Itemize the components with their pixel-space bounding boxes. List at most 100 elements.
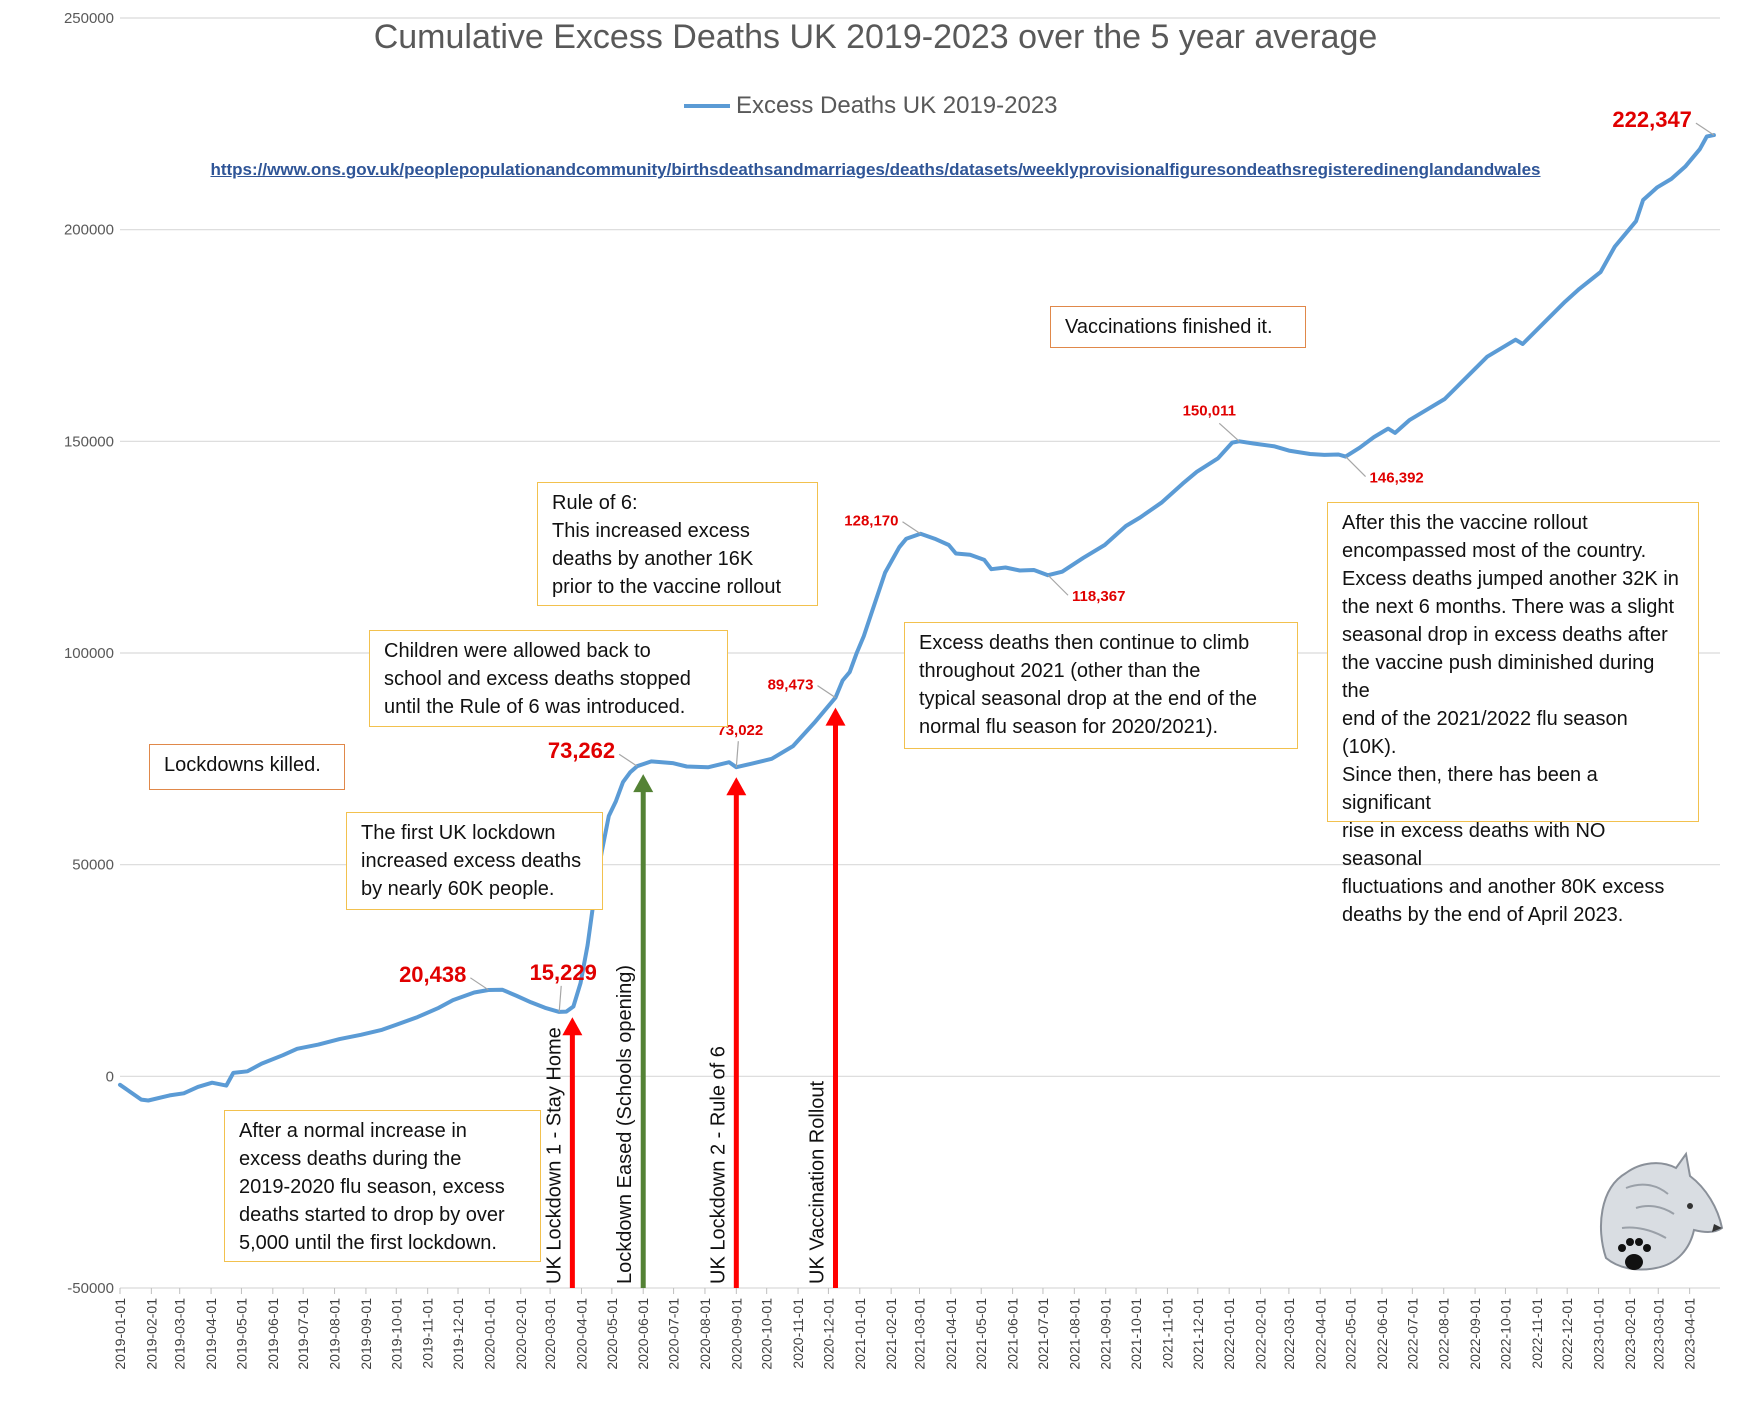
- x-tick-label: 2021-11-01: [1159, 1298, 1175, 1369]
- x-tick-label: 2022-01-01: [1221, 1298, 1237, 1370]
- y-tick-label: 0: [106, 1068, 114, 1085]
- x-tick-label: 2020-08-01: [697, 1298, 713, 1370]
- data-label: 89,473: [768, 677, 814, 694]
- legend: Excess Deaths UK 2019-2023: [684, 90, 1058, 122]
- x-tick-label: 2019-03-01: [172, 1298, 188, 1370]
- data-label-leader: [1695, 122, 1715, 136]
- x-tick-label: 2019-07-01: [295, 1298, 311, 1370]
- event-arrow-head: [726, 777, 747, 796]
- y-tick-label: 250000: [64, 10, 114, 27]
- x-tick-label: 2022-07-01: [1404, 1298, 1420, 1370]
- x-tick-label: 2022-02-01: [1253, 1298, 1269, 1370]
- chart-title: Cumulative Excess Deaths UK 2019-2023 ov…: [373, 18, 1378, 56]
- annotation-rule-of-6: Rule of 6: This increased excess deaths …: [537, 482, 818, 606]
- data-label: 150,011: [1183, 402, 1236, 419]
- x-tick-label: 2022-04-01: [1312, 1298, 1328, 1370]
- x-tick-label: 2023-02-01: [1622, 1298, 1638, 1370]
- event-label: UK Vaccination Rollout: [806, 1080, 828, 1284]
- x-tick-label: 2021-05-01: [973, 1298, 989, 1370]
- x-axis-ticks: 2019-01-01 2019-02-01 2019-03-01 2019-04-01…: [112, 1288, 1698, 1370]
- data-label-leader: [817, 685, 836, 699]
- y-tick-label: 100000: [64, 645, 114, 662]
- x-tick-label: 2021-07-01: [1035, 1298, 1051, 1370]
- annotation-children-school: Children were allowed back to school and…: [369, 630, 728, 727]
- data-label: 15,229: [530, 960, 597, 985]
- x-tick-label: 2019-10-01: [388, 1298, 404, 1370]
- x-tick-label: 2019-09-01: [358, 1298, 374, 1370]
- x-tick-label: 2022-06-01: [1374, 1298, 1390, 1370]
- annotation-climb-2021: Excess deaths then continue to climb thr…: [904, 622, 1298, 749]
- event-markers: UK Lockdown 1 - Stay Home Lockdown Eased …: [543, 707, 846, 1288]
- event-label: UK Lockdown 2 - Rule of 6: [707, 1046, 729, 1284]
- data-label-leader: [1218, 422, 1240, 442]
- x-tick-label: 2021-08-01: [1066, 1298, 1082, 1370]
- x-tick-label: 2022-12-01: [1559, 1298, 1575, 1370]
- x-tick-label: 2021-02-01: [883, 1298, 899, 1370]
- x-tick-label: 2019-06-01: [265, 1298, 281, 1370]
- x-tick-label: 2020-01-01: [481, 1298, 497, 1370]
- x-tick-label: 2022-05-01: [1343, 1298, 1359, 1370]
- data-label-leader: [558, 985, 562, 1012]
- x-tick-label: 2021-03-01: [911, 1298, 927, 1370]
- x-tick-label: 2021-01-01: [852, 1298, 868, 1370]
- x-tick-label: 2021-04-01: [943, 1298, 959, 1370]
- x-tick-label: 2019-05-01: [233, 1298, 249, 1370]
- annotation-vaccinations-finished: Vaccinations finished it.: [1050, 306, 1306, 348]
- y-axis-ticks: -50000 0 50000 100000 150000 200000 250000: [64, 10, 114, 1297]
- x-tick-label: 2023-01-01: [1591, 1298, 1607, 1370]
- x-tick-label: 2020-04-01: [573, 1298, 589, 1370]
- y-tick-label: 50000: [72, 857, 114, 874]
- source-link[interactable]: https://www.ons.gov.uk/peoplepopulationa…: [210, 160, 1541, 179]
- x-tick-label: 2020-02-01: [513, 1298, 529, 1370]
- series-line: [118, 133, 1716, 1103]
- x-tick-label: 2020-10-01: [759, 1298, 775, 1370]
- x-tick-label: 2020-06-01: [635, 1298, 651, 1370]
- x-tick-label: 2021-09-01: [1098, 1298, 1114, 1370]
- data-label: 222,347: [1612, 107, 1692, 132]
- data-label: 73,262: [548, 738, 615, 763]
- y-tick-label: 150000: [64, 433, 114, 450]
- series-excess-deaths: [118, 133, 1716, 1103]
- x-tick-label: 2019-11-01: [420, 1298, 436, 1369]
- event-arrow-head: [633, 774, 654, 793]
- x-tick-label: 2021-06-01: [1005, 1298, 1021, 1370]
- x-tick-label: 2019-08-01: [327, 1298, 343, 1370]
- x-tick-label: 2021-12-01: [1190, 1298, 1206, 1370]
- annotation-lockdowns-killed: Lockdowns killed.: [149, 744, 345, 790]
- annotation-first-lockdown: The first UK lockdown increased excess d…: [346, 812, 603, 910]
- y-tick-label: 200000: [64, 222, 114, 239]
- wolf-logo: [1600, 1151, 1724, 1271]
- data-label-leader: [735, 741, 739, 768]
- x-tick-label: 2022-11-01: [1529, 1298, 1545, 1369]
- data-label-leader: [1345, 456, 1366, 478]
- x-tick-label: 2020-05-01: [604, 1298, 620, 1370]
- x-tick-label: 2022-09-01: [1467, 1298, 1483, 1370]
- x-tick-label: 2023-03-01: [1650, 1298, 1666, 1370]
- x-tick-label: 2019-12-01: [450, 1298, 466, 1370]
- event-arrow-head: [825, 707, 846, 726]
- data-label: 118,367: [1072, 588, 1125, 605]
- annotation-normal-increase: After a normal increase in excess deaths…: [224, 1110, 541, 1262]
- data-labels: 20,438 15,229 73,262 73,022 89,473 128,170 118…: [399, 107, 1715, 1012]
- annotation-after-rollout: After this the vaccine rollout encompass…: [1327, 502, 1699, 926]
- event-label: UK Lockdown 1 - Stay Home: [543, 1027, 565, 1284]
- x-tick-label: 2021-10-01: [1128, 1298, 1144, 1370]
- event-arrow-head: [562, 1017, 583, 1036]
- x-tick-label: 2020-07-01: [666, 1298, 682, 1370]
- data-label: 20,438: [399, 962, 466, 987]
- x-tick-label: 2019-01-01: [112, 1298, 128, 1370]
- x-tick-label: 2020-09-01: [728, 1298, 744, 1370]
- x-tick-label: 2022-10-01: [1497, 1298, 1513, 1370]
- data-label-leader: [618, 753, 638, 767]
- data-label-leader: [1047, 574, 1069, 596]
- x-tick-label: 2022-03-01: [1281, 1298, 1297, 1370]
- x-tick-label: 2019-02-01: [143, 1298, 159, 1370]
- legend-label: Excess Deaths UK 2019-2023: [736, 92, 1058, 119]
- data-label: 146,392: [1370, 470, 1424, 487]
- x-tick-label: 2020-03-01: [542, 1298, 558, 1370]
- x-tick-label: 2019-04-01: [203, 1298, 219, 1370]
- data-label-leader: [470, 977, 489, 991]
- x-tick-label: 2022-08-01: [1436, 1298, 1452, 1370]
- x-tick-label: 2020-12-01: [820, 1298, 836, 1370]
